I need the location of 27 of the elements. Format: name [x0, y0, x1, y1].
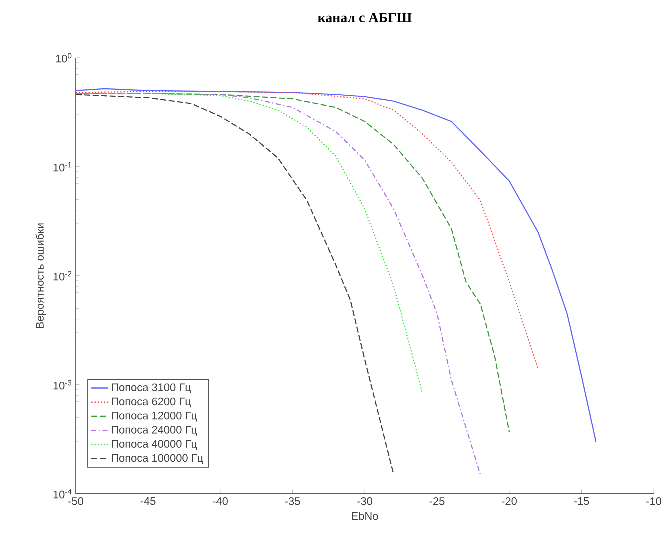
- x-tick-label: -10: [646, 498, 662, 506]
- legend-label: Попоса 6200 Гц: [112, 398, 192, 408]
- x-tick-label: -25: [430, 498, 445, 506]
- x-tick-label: -20: [502, 498, 517, 506]
- x-tick-label: -45: [140, 498, 156, 506]
- line-series: [76, 94, 394, 476]
- y-tick-label: 10$^{-4}$: [54, 489, 72, 499]
- x-tick-label: -15: [574, 498, 590, 506]
- chart-title: канал с АБГШ: [318, 13, 412, 23]
- y-tick-label: 10$^{-1}$: [54, 162, 72, 172]
- legend-label: Попоса 3100 Гц: [112, 384, 192, 394]
- x-tick-label: -35: [285, 498, 300, 506]
- line-series: [76, 93, 482, 476]
- legend-label: Попоса 12000 Гц: [112, 412, 198, 422]
- x-axis-title: EbNo: [352, 512, 378, 520]
- legend-label: Попоса 40000 Гц: [112, 440, 198, 450]
- line-series: [76, 93, 424, 394]
- y-axis-title: Вероятность ошибки: [36, 224, 46, 328]
- x-tick-label: -40: [213, 498, 228, 506]
- y-tick-label: 10$^{-3}$: [54, 380, 72, 390]
- legend-label: Попоса 100000 Гц: [112, 454, 204, 464]
- y-tick-label: 10$^{0}$: [56, 53, 72, 63]
- y-tick-label: 10$^{-2}$: [54, 271, 72, 281]
- legend-label: Попоса 24000 Гц: [112, 426, 198, 436]
- x-tick-label: -30: [358, 498, 372, 506]
- line-series: [76, 91, 539, 370]
- x-tick-label: -50: [68, 498, 84, 506]
